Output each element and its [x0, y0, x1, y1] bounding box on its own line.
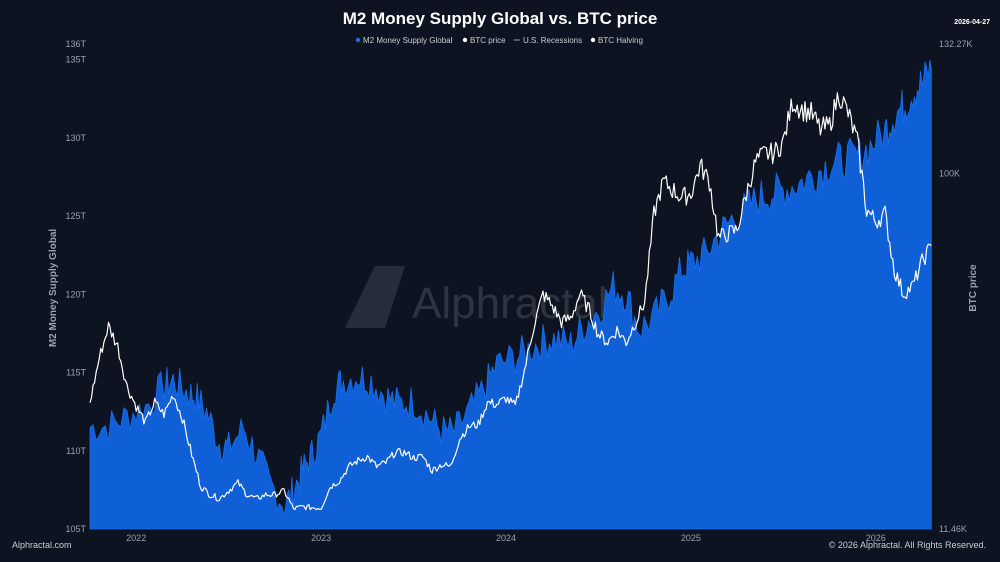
footer-copyright: © 2026 Alphractal. All Rights Reserved.	[829, 540, 986, 550]
right-tick-label: 100K	[939, 169, 960, 179]
watermark: Alphractal	[345, 266, 608, 328]
date-stamp: 2026-04-27	[954, 19, 990, 26]
x-tick-label: 2023	[311, 533, 331, 543]
legend-label-m2: M2 Money Supply Global	[363, 36, 453, 45]
legend-item-m2[interactable]: M2 Money Supply Global	[355, 36, 453, 45]
x-tick-label: 2025	[681, 533, 701, 543]
right-axis-title: BTC price	[968, 264, 979, 312]
footer-site[interactable]: Alphractal.com	[12, 540, 72, 550]
left-tick-label: 120T	[65, 289, 86, 299]
legend-item-btc[interactable]: BTC price	[462, 36, 506, 45]
x-tick-label: 2022	[126, 533, 146, 543]
legend-dot-halving-icon	[590, 37, 596, 43]
left-tick-label: 105T	[65, 524, 86, 534]
right-tick-label: 132.27K	[939, 39, 973, 49]
legend-dot-blue-icon	[355, 37, 361, 43]
watermark-text: Alphractal	[412, 279, 608, 328]
legend: M2 Money Supply Global BTC price U.S. Re…	[355, 36, 643, 45]
x-tick-label: 2026	[866, 533, 886, 543]
legend-label-recessions: U.S. Recessions	[523, 36, 582, 45]
m2-area-series	[89, 59, 932, 530]
legend-item-recessions[interactable]: U.S. Recessions	[514, 36, 582, 45]
legend-label-halving: BTC Halving	[598, 36, 643, 45]
left-axis-title: M2 Money Supply Global	[48, 229, 59, 348]
left-axis-ticks: 105T 110T 115T 120T 125T 130T 135T 136T	[65, 39, 86, 534]
btc-price-line	[89, 92, 932, 511]
legend-label-btc: BTC price	[470, 36, 506, 45]
left-tick-label: 115T	[66, 368, 86, 378]
x-axis-ticks: 2022 2023 2024 2025 2026	[126, 533, 886, 543]
left-tick-label: 125T	[65, 211, 86, 221]
right-tick-label: 11.46K	[939, 524, 967, 534]
chart-title: M2 Money Supply Global vs. BTC price	[343, 9, 658, 28]
left-tick-label: 136T	[65, 39, 86, 49]
left-tick-label: 130T	[65, 133, 86, 143]
left-tick-label: 110T	[66, 446, 86, 456]
x-tick-label: 2024	[496, 533, 516, 543]
left-tick-label: 135T	[65, 55, 86, 65]
legend-dot-white-icon	[462, 37, 468, 43]
right-axis-ticks: 11.46K 100K 132.27K	[939, 39, 973, 534]
legend-item-halving[interactable]: BTC Halving	[590, 36, 643, 45]
alphractal-logo-icon	[345, 266, 405, 328]
